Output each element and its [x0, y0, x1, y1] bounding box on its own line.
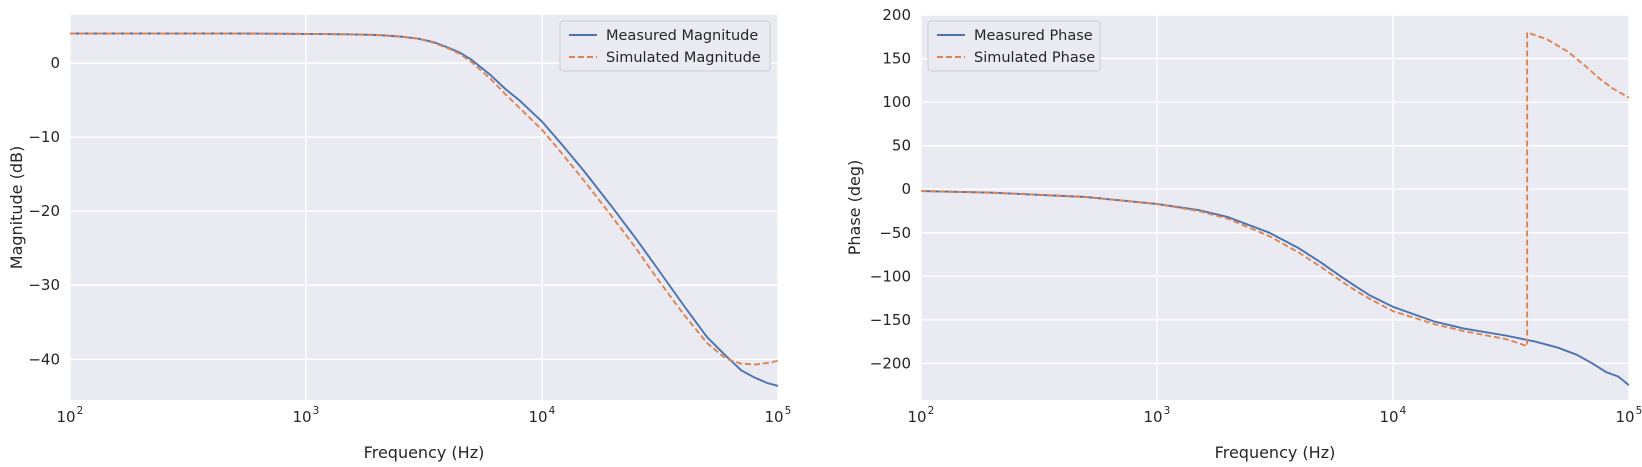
- series-line-simulated: [70, 32, 778, 366]
- x-tick-exponent: 3: [313, 405, 320, 417]
- x-tick-exponent: 4: [549, 405, 556, 417]
- y-tick-label: 50: [892, 137, 911, 155]
- x-tick-label: 10: [1143, 408, 1162, 426]
- y-axis-label: Phase (deg): [845, 160, 864, 256]
- x-tick-label: 10: [528, 408, 547, 426]
- legend-label: Simulated Magnitude: [606, 50, 761, 66]
- plot-area: [921, 15, 1629, 400]
- y-tick-label: −10: [28, 128, 60, 146]
- x-tick-exponent: 5: [785, 405, 792, 417]
- legend: Measured Phase Simulated Phase: [927, 20, 1101, 72]
- x-tick-exponent: 2: [77, 405, 84, 417]
- x-tick-label: 10: [907, 408, 926, 426]
- y-tick-label: 100: [882, 93, 911, 111]
- y-tick-label: 150: [882, 50, 911, 68]
- x-tick-label: 10: [1615, 408, 1634, 426]
- chart-panel-2: 10 2 10 3 10 4 10 5200150100500−50−100−150−200F…: [845, 6, 1642, 462]
- legend-box: [559, 20, 771, 72]
- y-tick-label: 0: [901, 180, 911, 198]
- x-tick-exponent: 2: [928, 405, 935, 417]
- legend-label: Measured Magnitude: [606, 28, 758, 44]
- y-tick-label: −40: [28, 350, 60, 368]
- x-tick-exponent: 3: [1164, 405, 1171, 417]
- x-tick-label: 10: [764, 408, 783, 426]
- series-line-simulated: [921, 31, 1629, 347]
- y-tick-label: −150: [870, 311, 911, 329]
- x-tick-exponent: 5: [1636, 405, 1642, 417]
- plot-area: [70, 15, 778, 400]
- legend-label: Simulated Phase: [974, 50, 1095, 66]
- legend-label: Measured Phase: [974, 28, 1093, 44]
- x-axis-label: Frequency (Hz): [1215, 443, 1336, 462]
- y-tick-label: −100: [870, 267, 911, 285]
- y-axis-label: Magnitude (dB): [7, 146, 26, 269]
- x-tick-label: 10: [1379, 408, 1398, 426]
- y-tick-label: −20: [28, 202, 60, 220]
- y-tick-label: −200: [870, 354, 911, 372]
- y-tick-label: −30: [28, 276, 60, 294]
- x-tick-exponent: 4: [1400, 405, 1407, 417]
- legend-box: [927, 20, 1101, 72]
- x-tick-label: 10: [292, 408, 311, 426]
- y-tick-label: 0: [50, 54, 60, 72]
- y-tick-label: 200: [882, 6, 911, 24]
- y-tick-label: −50: [879, 224, 911, 242]
- x-axis-label: Frequency (Hz): [364, 443, 485, 462]
- legend: Measured Magnitude Simulated Magnitude: [559, 20, 771, 72]
- x-tick-label: 10: [56, 408, 75, 426]
